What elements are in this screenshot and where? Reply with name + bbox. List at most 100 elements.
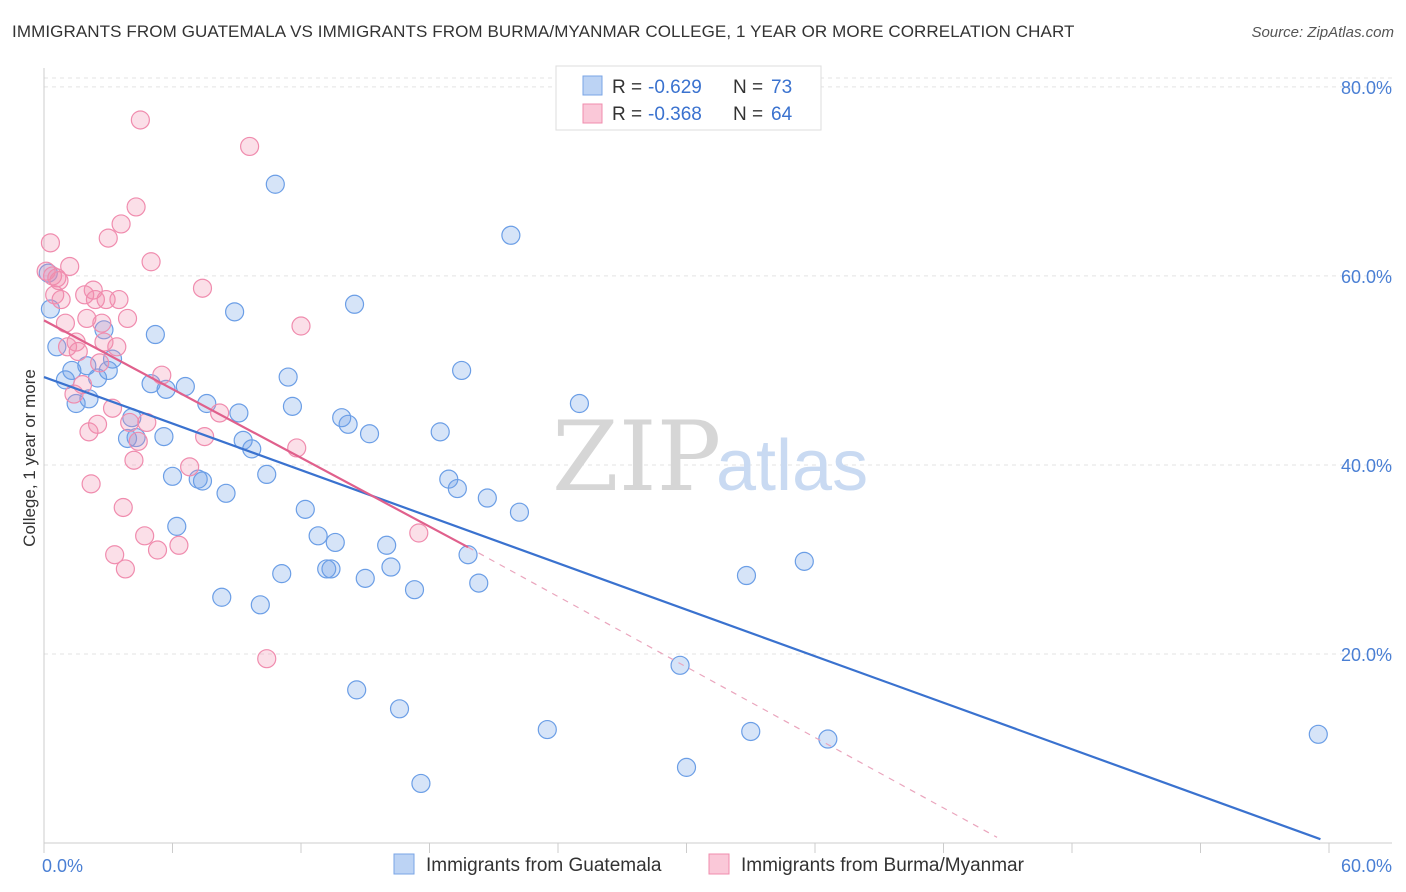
guatemala-point xyxy=(338,414,358,434)
guatemala-point xyxy=(308,526,328,546)
guatemala-point xyxy=(250,595,270,615)
burma-trend-extrapolated xyxy=(467,546,998,838)
burma-point xyxy=(409,523,429,543)
guatemala-point xyxy=(62,360,82,381)
y-tick-label: 80.0% xyxy=(1341,78,1392,98)
guatemala-point xyxy=(40,299,61,319)
axes xyxy=(43,68,1392,844)
burma-point xyxy=(105,545,125,565)
guatemala-point xyxy=(282,396,303,416)
guatemala-point xyxy=(381,557,401,577)
watermark-zip: ZIP xyxy=(552,401,721,513)
stats-r-value-guatemala: -0.629 xyxy=(648,77,702,98)
guatemala-point xyxy=(265,174,285,194)
guatemala-point xyxy=(257,464,277,485)
burma-point xyxy=(87,414,108,434)
x-tick-label-end: 60.0% xyxy=(1341,856,1392,876)
burma-point xyxy=(287,438,307,458)
legend-swatch-guatemala xyxy=(393,853,415,875)
burma-point xyxy=(210,403,230,423)
burma-point xyxy=(83,280,103,300)
guatemala-point xyxy=(47,337,67,357)
burma-point xyxy=(124,450,144,470)
stats-n-value-guatemala: 73 xyxy=(771,77,792,98)
guatemala-point xyxy=(154,426,174,447)
y-tick-labels: 20.0% 40.0% 60.0% 80.0% xyxy=(1341,78,1392,665)
burma-point xyxy=(180,457,200,477)
burma-point xyxy=(92,313,112,333)
burma-point xyxy=(77,308,97,329)
guatemala-point xyxy=(458,545,478,565)
guatemala-point xyxy=(295,499,315,519)
guatemala-point xyxy=(167,516,187,536)
stats-r-label-burma: R = xyxy=(612,104,642,125)
burma-point xyxy=(141,252,161,272)
guatemala-point xyxy=(794,551,814,571)
stats-n-label-burma: N = xyxy=(733,104,763,125)
guatemala-point xyxy=(389,699,410,719)
burma-point xyxy=(94,332,114,352)
guatemala-point xyxy=(321,559,341,579)
burma-points xyxy=(36,110,429,669)
stats-r-label-guatemala: R = xyxy=(612,77,642,98)
guatemala-point xyxy=(670,655,690,675)
burma-point xyxy=(291,316,311,336)
y-tick-label: 40.0% xyxy=(1341,456,1392,476)
guatemala-point xyxy=(452,360,472,381)
stats-box: R = -0.629 N = 73 R = -0.368 N = 64 xyxy=(555,65,822,131)
burma-point xyxy=(40,233,61,253)
guatemala-point xyxy=(216,483,236,503)
guatemala-point xyxy=(145,324,165,345)
y-tick-label: 60.0% xyxy=(1341,267,1392,287)
guatemala-point xyxy=(272,564,292,584)
guatemala-point xyxy=(537,719,557,740)
guatemala-trend-line xyxy=(43,376,1321,841)
burma-point xyxy=(113,497,133,518)
burma-point xyxy=(111,214,131,234)
burma-point xyxy=(257,649,277,669)
burma-point xyxy=(135,526,155,546)
watermark: ZIP atlas xyxy=(552,401,868,513)
guatemala-point xyxy=(509,502,530,522)
burma-trend-line xyxy=(43,319,469,549)
burma-point xyxy=(68,341,88,362)
guatemala-point xyxy=(225,302,245,322)
y-axis-label: College, 1 year or more xyxy=(20,369,39,547)
stats-swatch-guatemala xyxy=(582,75,603,96)
burma-point xyxy=(128,431,148,451)
trend-lines xyxy=(43,319,1321,841)
guatemala-point xyxy=(447,478,467,499)
x-tick-label-start: 0.0% xyxy=(42,856,83,876)
burma-point xyxy=(115,559,135,579)
burma-point xyxy=(240,136,260,157)
burma-point xyxy=(85,289,106,310)
guatemala-point xyxy=(430,422,450,442)
guatemala-point xyxy=(278,367,298,387)
legend: Immigrants from Guatemala Immigrants fro… xyxy=(393,853,1025,876)
burma-point xyxy=(109,289,129,310)
guatemala-point xyxy=(818,729,838,749)
guatemala-point xyxy=(317,559,337,579)
stats-n-value-burma: 64 xyxy=(771,104,793,125)
burma-point xyxy=(51,289,71,310)
guatemala-point xyxy=(359,424,380,444)
burma-point xyxy=(107,337,127,357)
guatemala-point xyxy=(66,393,86,414)
burma-point xyxy=(192,278,213,298)
stats-swatch-burma xyxy=(582,103,603,124)
burma-point xyxy=(195,426,215,447)
guatemala-point xyxy=(355,568,375,588)
burma-point xyxy=(147,540,168,560)
guatemala-point xyxy=(325,532,345,553)
burma-point xyxy=(130,110,150,130)
guatemala-point xyxy=(212,587,232,607)
burma-point xyxy=(98,228,118,248)
burma-point xyxy=(169,535,189,555)
watermark-atlas: atlas xyxy=(716,426,868,506)
grid-lines xyxy=(44,77,1392,655)
burma-point xyxy=(120,412,140,433)
guatemala-point xyxy=(411,773,431,794)
guatemala-point xyxy=(676,757,697,777)
burma-point xyxy=(60,256,80,277)
guatemala-point xyxy=(162,466,183,486)
